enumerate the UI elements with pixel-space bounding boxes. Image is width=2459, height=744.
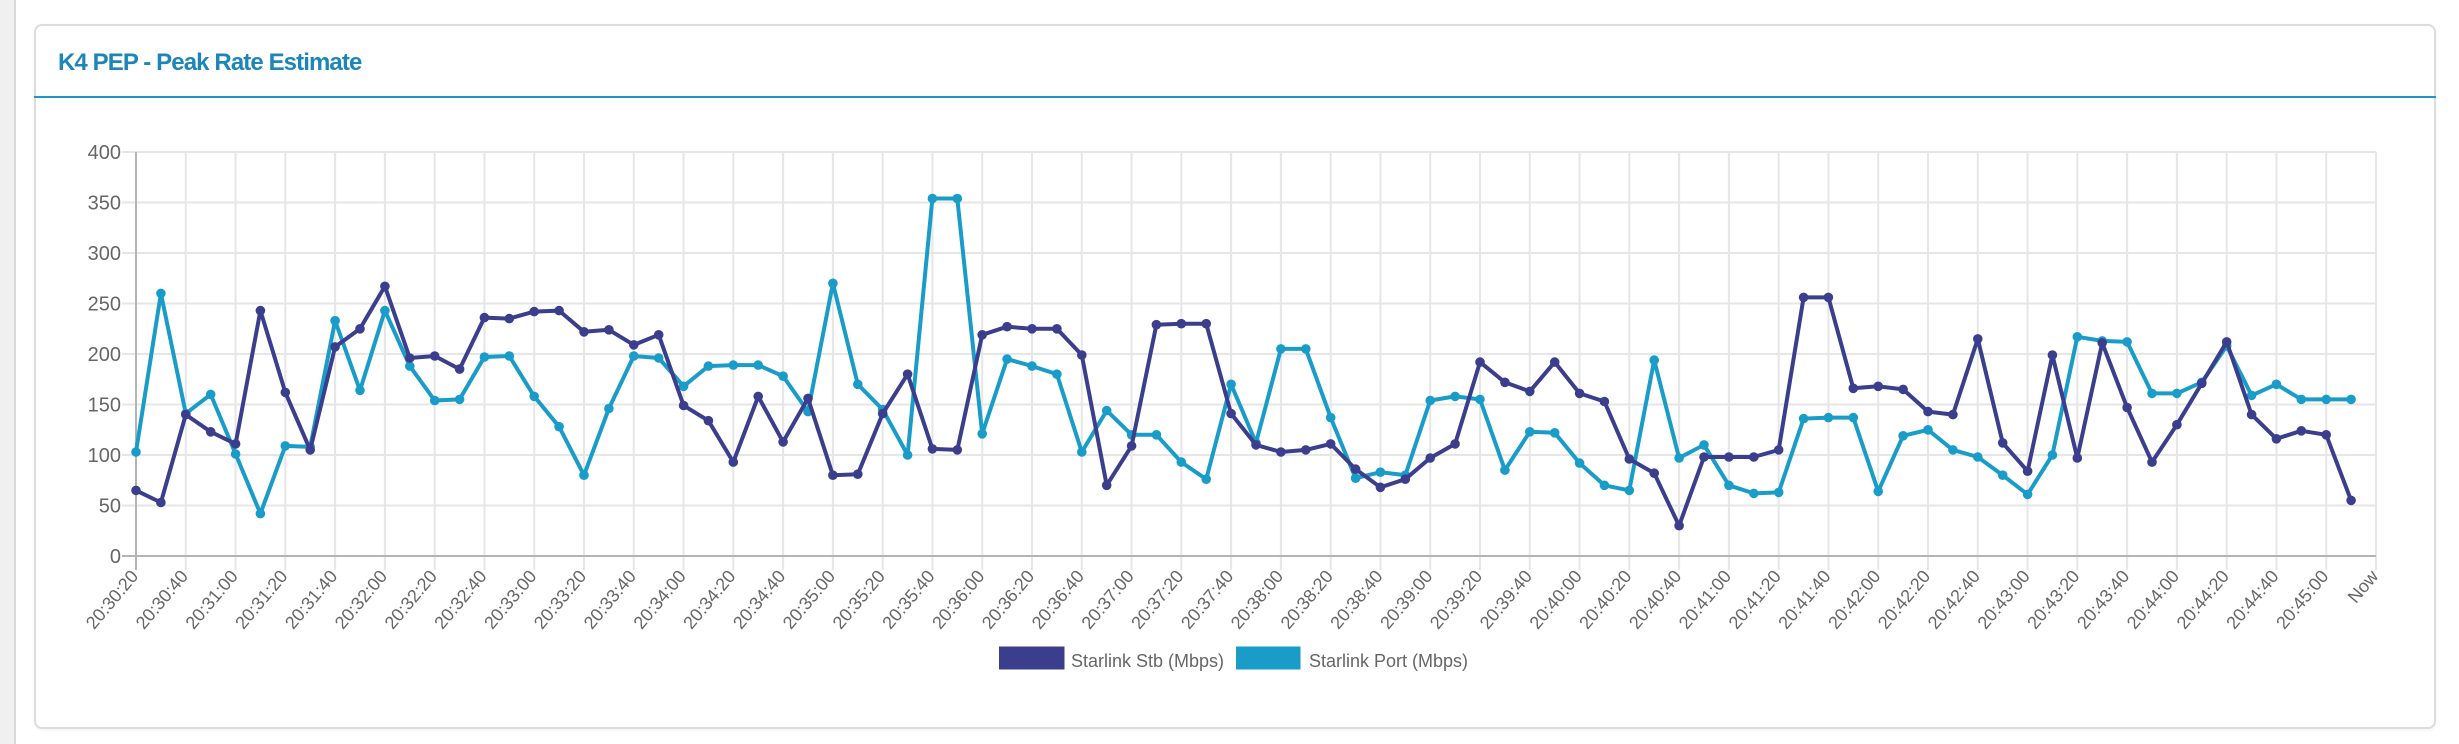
- svg-text:20:41:40: 20:41:40: [1774, 566, 1834, 633]
- svg-text:20:44:20: 20:44:20: [2173, 566, 2233, 633]
- svg-text:20:31:40: 20:31:40: [281, 566, 341, 633]
- svg-text:20:38:20: 20:38:20: [1277, 566, 1337, 633]
- svg-text:20:43:40: 20:43:40: [2073, 566, 2133, 633]
- svg-text:20:35:20: 20:35:20: [829, 566, 889, 633]
- svg-text:20:39:40: 20:39:40: [1476, 566, 1536, 633]
- svg-text:20:32:00: 20:32:00: [331, 566, 391, 633]
- svg-text:20:31:20: 20:31:20: [231, 566, 291, 633]
- svg-text:250: 250: [88, 294, 121, 316]
- svg-text:20:33:40: 20:33:40: [580, 566, 640, 633]
- svg-text:20:35:00: 20:35:00: [779, 566, 839, 633]
- svg-text:20:34:40: 20:34:40: [729, 566, 789, 633]
- svg-text:20:36:40: 20:36:40: [1028, 566, 1088, 633]
- svg-text:20:40:20: 20:40:20: [1575, 566, 1635, 633]
- svg-text:150: 150: [88, 395, 121, 417]
- svg-text:20:33:00: 20:33:00: [480, 566, 540, 633]
- svg-text:20:39:20: 20:39:20: [1426, 566, 1486, 633]
- svg-text:20:43:00: 20:43:00: [1973, 566, 2033, 633]
- svg-text:Starlink Port (Mbps): Starlink Port (Mbps): [1309, 651, 1468, 671]
- svg-text:20:38:00: 20:38:00: [1227, 566, 1287, 633]
- svg-text:Starlink Stb (Mbps): Starlink Stb (Mbps): [1071, 651, 1224, 671]
- svg-text:20:36:00: 20:36:00: [928, 566, 988, 633]
- svg-text:Now: Now: [2344, 566, 2383, 607]
- svg-text:20:42:00: 20:42:00: [1824, 566, 1884, 633]
- svg-text:20:32:20: 20:32:20: [381, 566, 441, 633]
- svg-text:20:45:00: 20:45:00: [2272, 566, 2332, 633]
- svg-text:20:31:00: 20:31:00: [181, 566, 241, 633]
- svg-text:20:34:00: 20:34:00: [629, 566, 689, 633]
- svg-text:200: 200: [88, 344, 121, 366]
- svg-text:300: 300: [88, 243, 121, 265]
- svg-text:20:37:00: 20:37:00: [1077, 566, 1137, 633]
- svg-text:20:30:40: 20:30:40: [132, 566, 192, 633]
- svg-text:100: 100: [88, 445, 121, 467]
- svg-text:20:42:40: 20:42:40: [1924, 566, 1984, 633]
- svg-text:20:44:40: 20:44:40: [2222, 566, 2282, 633]
- svg-text:20:30:20: 20:30:20: [82, 566, 142, 633]
- svg-text:20:40:40: 20:40:40: [1625, 566, 1685, 633]
- svg-text:20:34:20: 20:34:20: [679, 566, 739, 633]
- svg-text:20:36:20: 20:36:20: [978, 566, 1038, 633]
- svg-text:20:41:00: 20:41:00: [1675, 566, 1735, 633]
- svg-text:20:42:20: 20:42:20: [1874, 566, 1934, 633]
- svg-text:20:38:40: 20:38:40: [1326, 566, 1386, 633]
- svg-text:20:32:40: 20:32:40: [430, 566, 490, 633]
- svg-text:50: 50: [99, 496, 121, 518]
- svg-text:400: 400: [88, 142, 121, 164]
- svg-text:20:41:20: 20:41:20: [1725, 566, 1785, 633]
- svg-text:350: 350: [88, 193, 121, 215]
- svg-text:20:39:00: 20:39:00: [1376, 566, 1436, 633]
- svg-text:20:33:20: 20:33:20: [530, 566, 590, 633]
- svg-text:20:37:40: 20:37:40: [1177, 566, 1237, 633]
- svg-text:0: 0: [110, 546, 121, 568]
- svg-text:20:44:00: 20:44:00: [2123, 566, 2183, 633]
- svg-text:20:37:20: 20:37:20: [1127, 566, 1187, 633]
- svg-text:20:40:00: 20:40:00: [1525, 566, 1585, 633]
- svg-text:20:35:40: 20:35:40: [878, 566, 938, 633]
- svg-text:20:43:20: 20:43:20: [2023, 566, 2083, 633]
